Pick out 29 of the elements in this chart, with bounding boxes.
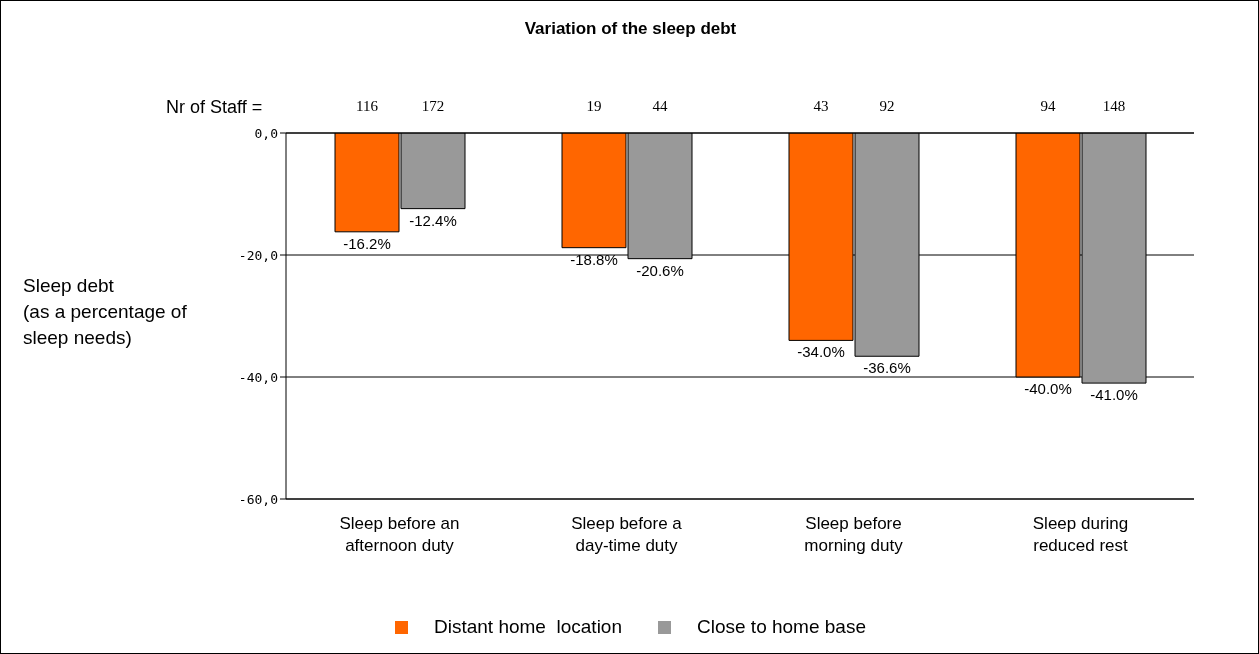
data-label: -34.0% bbox=[797, 343, 845, 361]
legend-label: Close to home base bbox=[697, 616, 866, 638]
y-axis-title: Sleep debt (as a percentage of sleep needs) bbox=[23, 274, 187, 350]
x-tick-label: Sleep before an afternoon duty bbox=[339, 514, 460, 555]
text: 116 bbox=[356, 98, 379, 114]
y-tick-label: -60,0 bbox=[238, 491, 278, 507]
text: 43 bbox=[813, 98, 829, 114]
text: 44 bbox=[652, 98, 668, 114]
data-label: -36.6% bbox=[863, 359, 911, 377]
y-tick-label: -40,0 bbox=[238, 369, 278, 385]
x-tick-label: Sleep before a day-time duty bbox=[571, 514, 683, 555]
x-tick-label: Sleep during reduced rest bbox=[1032, 514, 1129, 555]
text: 19 bbox=[586, 98, 602, 114]
legend-label: Distant home location bbox=[434, 616, 622, 638]
text: Nr of Staff = bbox=[166, 97, 263, 118]
data-label: -18.8% bbox=[570, 250, 618, 268]
y-tick-label: 0,0 bbox=[254, 125, 278, 141]
data-label: -16.2% bbox=[343, 234, 391, 252]
x-tick-label: Sleep before morning duty bbox=[804, 514, 904, 555]
y-tick-label: -20,0 bbox=[238, 247, 278, 263]
data-label: -12.4% bbox=[409, 211, 457, 229]
chart-title: Variation of the sleep debt bbox=[523, 19, 738, 39]
data-label: -41.0% bbox=[1090, 386, 1138, 404]
text: 148 bbox=[1102, 98, 1126, 114]
data-label: -20.6% bbox=[636, 261, 684, 279]
text: 92 bbox=[879, 98, 895, 114]
text: 172 bbox=[421, 98, 445, 114]
text: 94 bbox=[1040, 98, 1056, 114]
data-label: -40.0% bbox=[1024, 380, 1072, 397]
